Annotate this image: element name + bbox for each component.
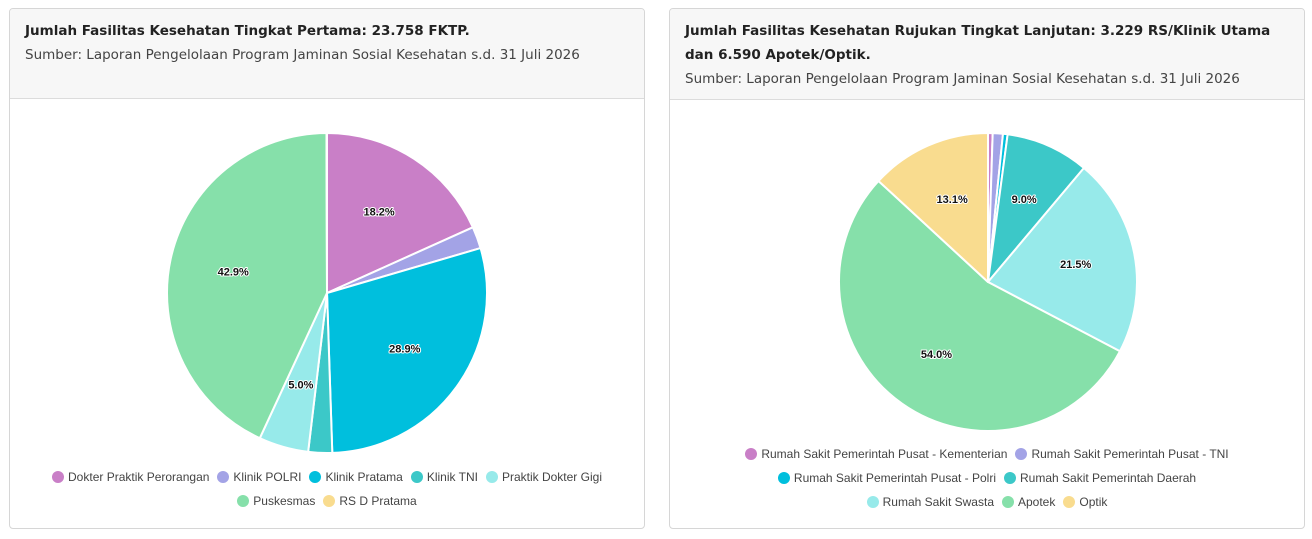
slice-data-label: 13.1% xyxy=(937,194,968,206)
legend-label: Rumah Sakit Pemerintah Daerah xyxy=(1020,471,1197,485)
legend-item-rumah-sakit-pemerintah-pusat-polri[interactable]: Rumah Sakit Pemerintah Pusat - Polri xyxy=(777,466,996,490)
pie-slice-optik[interactable] xyxy=(877,132,989,283)
legend-swatch xyxy=(1002,496,1014,508)
legend-item-rumah-sakit-pemerintah-daerah[interactable]: Rumah Sakit Pemerintah Daerah xyxy=(1004,466,1196,490)
legend-label: Puskesmas xyxy=(253,494,316,508)
fktp-legend: Dokter Praktik Perorangan Klinik POLRI Kli… xyxy=(10,465,644,513)
legend-label: Klinik Pratama xyxy=(325,470,403,484)
fktp-card: Jumlah Fasilitas Kesehatan Tingkat Perta… xyxy=(9,8,645,529)
slice-data-label: 18.2% xyxy=(364,206,395,218)
legend-item-rumah-sakit-pemerintah-pusat-tni[interactable]: Rumah Sakit Pemerintah Pusat - TNI xyxy=(1015,442,1229,466)
legend-swatch xyxy=(1004,472,1016,484)
legend-swatch xyxy=(323,495,336,507)
legend-label: Klinik TNI xyxy=(426,470,478,484)
slice-data-label: 5.0% xyxy=(288,379,313,391)
slice-data-label: 42.9% xyxy=(218,267,249,279)
legend-label: Rumah Sakit Pemerintah Pusat - Kementeri… xyxy=(761,447,1008,461)
legend-swatch xyxy=(866,496,879,508)
fkrtl-card: Jumlah Fasilitas Kesehatan Rujukan Tingk… xyxy=(669,8,1305,529)
legend-swatch xyxy=(309,471,322,483)
legend-swatch xyxy=(485,471,498,483)
legend-item-rumah-sakit-swasta[interactable]: Rumah Sakit Swasta xyxy=(866,490,994,514)
legend-label: Klinik POLRI xyxy=(233,470,302,484)
legend-label: RS D Pratama xyxy=(339,494,417,508)
pie-slice-rumah-sakit-pemerintah-daerah[interactable] xyxy=(987,133,1085,283)
legend-item-puskesmas[interactable]: Puskesmas xyxy=(237,489,315,513)
pie-slice-dokter-praktik-perorangan[interactable] xyxy=(326,132,474,294)
fkrtl-pie-chart: 9.0% 21.5% 54.0% 13.1% xyxy=(838,132,1138,432)
pie-slice-rumah-sakit-swasta[interactable] xyxy=(987,166,1138,353)
legend-swatch xyxy=(1015,448,1028,460)
legend-item-optik[interactable]: Optik xyxy=(1063,490,1107,514)
legend-item-klinik-polri[interactable]: Klinik POLRI xyxy=(217,465,301,489)
legend-item-klinik-tni[interactable]: Klinik TNI xyxy=(410,465,478,489)
fktp-card-header: Jumlah Fasilitas Kesehatan Tingkat Perta… xyxy=(10,9,644,99)
legend-swatch xyxy=(777,472,790,484)
legend-item-rs-d-pratama[interactable]: RS D Pratama xyxy=(323,489,417,513)
fkrtl-card-header: Jumlah Fasilitas Kesehatan Rujukan Tingk… xyxy=(670,9,1304,100)
legend-swatch xyxy=(745,448,758,460)
legend-label: Praktik Dokter Gigi xyxy=(501,470,602,484)
fktp-pie-chart: 18.2% 28.9% 5.0% 42.9% xyxy=(166,132,488,454)
legend-swatch xyxy=(1063,496,1076,508)
fktp-card-source: Sumber: Laporan Pengelolaan Program Jami… xyxy=(25,47,580,63)
legend-label: Rumah Sakit Pemerintah Pusat - Polri xyxy=(793,471,996,485)
pie-slice-puskesmas[interactable] xyxy=(166,132,328,440)
slice-data-label: 9.0% xyxy=(1012,194,1037,206)
legend-item-praktik-dokter-gigi[interactable]: Praktik Dokter Gigi xyxy=(485,465,602,489)
slice-data-label: 28.9% xyxy=(389,343,420,355)
fktp-card-title: Jumlah Fasilitas Kesehatan Tingkat Perta… xyxy=(25,23,470,39)
fkrtl-card-source: Sumber: Laporan Pengelolaan Program Jami… xyxy=(685,71,1240,87)
legend-label: Rumah Sakit Swasta xyxy=(882,495,994,509)
legend-swatch xyxy=(410,471,423,483)
legend-item-klinik-pratama[interactable]: Klinik Pratama xyxy=(309,465,403,489)
pie-slice-apotek[interactable] xyxy=(838,179,1121,432)
fkrtl-card-title: Jumlah Fasilitas Kesehatan Rujukan Tingk… xyxy=(685,23,1271,63)
legend-swatch xyxy=(237,495,250,507)
legend-item-dokter-praktik-perorangan[interactable]: Dokter Praktik Perorangan xyxy=(52,465,209,489)
legend-label: Rumah Sakit Pemerintah Pusat - TNI xyxy=(1031,447,1229,461)
slice-data-label: 21.5% xyxy=(1060,259,1091,271)
legend-item-apotek[interactable]: Apotek xyxy=(1002,490,1055,514)
pie-slice-klinik-pratama[interactable] xyxy=(326,247,488,454)
legend-label: Dokter Praktik Perorangan xyxy=(68,470,210,484)
fkrtl-legend: Rumah Sakit Pemerintah Pusat - Kementeri… xyxy=(670,442,1304,514)
legend-swatch xyxy=(52,471,65,483)
legend-label: Apotek xyxy=(1018,495,1056,509)
slice-data-label: 54.0% xyxy=(921,349,952,361)
legend-swatch xyxy=(217,471,230,483)
legend-item-rumah-sakit-pemerintah-pusat-kementerian[interactable]: Rumah Sakit Pemerintah Pusat - Kementeri… xyxy=(745,442,1007,466)
pie-slice-rs-d-pratama[interactable] xyxy=(325,132,328,294)
legend-label: Optik xyxy=(1079,495,1108,509)
